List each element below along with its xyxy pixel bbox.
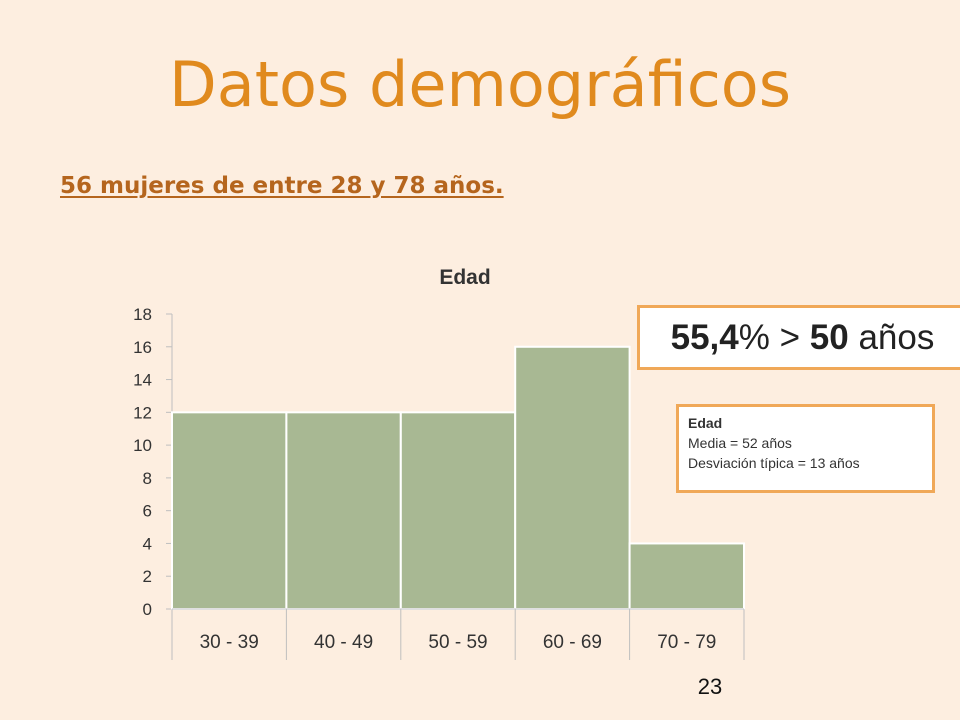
y-tick-label: 14 <box>133 371 152 390</box>
bar-70-79 <box>628 542 745 611</box>
y-tick-label: 0 <box>143 600 152 619</box>
x-category-label: 40 - 49 <box>314 632 373 653</box>
x-category-label: 30 - 39 <box>200 632 259 653</box>
y-tick-label: 16 <box>133 338 152 357</box>
x-category-label: 60 - 69 <box>543 632 602 653</box>
callout-threshold: 50 <box>809 317 849 357</box>
y-tick-label: 12 <box>133 403 152 422</box>
slide-title: Datos demográficos <box>168 48 792 121</box>
stats-box: Edad Media = 52 años Desviación típica =… <box>676 404 935 493</box>
y-tick-label: 10 <box>133 436 152 455</box>
x-category-label: 70 - 79 <box>657 632 716 653</box>
bar-60-69 <box>514 345 631 610</box>
callout-percent-sign: % <box>738 317 770 357</box>
callout-unit: años <box>858 317 935 357</box>
y-tick-label: 4 <box>143 534 152 553</box>
stats-mean: Media = 52 años <box>688 435 792 451</box>
y-tick-label: 2 <box>143 567 152 586</box>
bar-40-49 <box>285 411 402 611</box>
stats-heading: Edad <box>688 415 723 431</box>
bar-50-59 <box>399 411 517 611</box>
x-category-label: 50 - 59 <box>428 632 487 653</box>
stats-sd: Desviación típica = 13 años <box>688 455 860 471</box>
y-tick-label: 18 <box>133 305 152 324</box>
slide-subtitle: 56 mujeres de entre 28 y 78 años. <box>60 173 504 199</box>
percentage-callout: 55,4% > 50 años <box>637 305 960 370</box>
bar-30-39 <box>171 411 288 611</box>
y-tick-label: 6 <box>143 502 152 521</box>
page-number: 23 <box>697 674 723 699</box>
callout-operator: > <box>779 317 801 357</box>
callout-percent: 55,4 <box>670 317 739 357</box>
y-tick-label: 8 <box>143 469 152 488</box>
chart-title: Edad <box>439 266 490 289</box>
